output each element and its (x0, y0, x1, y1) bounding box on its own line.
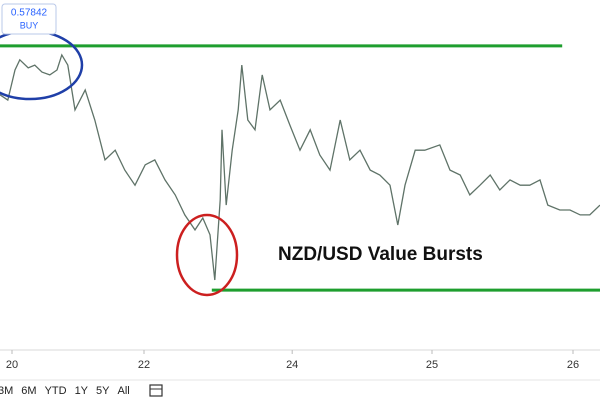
calendar-icon[interactable] (149, 384, 163, 397)
plot-area (0, 0, 600, 350)
range-button[interactable]: 6M (21, 385, 36, 397)
highlight-circle (175, 213, 239, 297)
range-button[interactable]: 3M (0, 385, 13, 397)
price-box-action: BUY (20, 20, 39, 30)
range-button[interactable]: All (118, 385, 130, 397)
annotation: NZD/USD Value Bursts (278, 244, 483, 265)
x-tick-label: 26 (567, 359, 579, 371)
price-box[interactable] (1, 3, 57, 35)
price-box-price: 0.57842 (11, 8, 48, 19)
calendar-icon-frame (149, 384, 163, 397)
x-tick-label: 25 (426, 359, 438, 371)
x-tick-label: 20 (6, 359, 18, 371)
x-tick-label: 24 (286, 359, 298, 371)
range-button[interactable]: 5Y (96, 385, 110, 397)
range-button[interactable]: 1Y (75, 385, 89, 397)
x-tick-label: 22 (138, 359, 150, 371)
price-line (0, 53, 600, 281)
range-button[interactable]: YTD (45, 385, 67, 397)
marks (0, 44, 600, 354)
